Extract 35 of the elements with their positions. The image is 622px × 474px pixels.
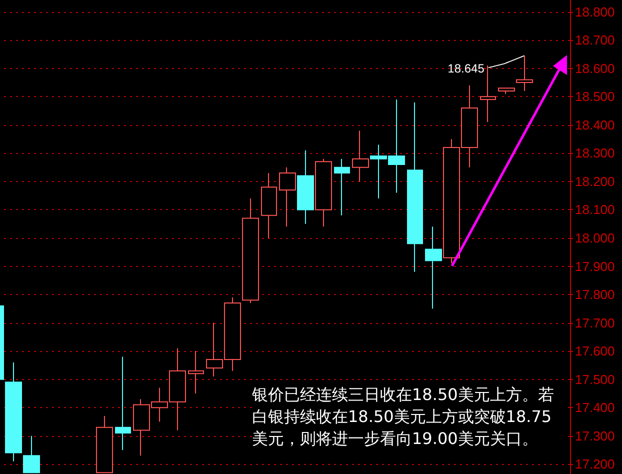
candlestick — [296, 150, 314, 224]
y-tick-label: 17.400 — [574, 400, 615, 416]
candlestick — [516, 55, 533, 92]
y-tick-label: 18.500 — [574, 89, 615, 104]
candlestick — [22, 435, 40, 474]
y-tick-label: 18.300 — [574, 146, 615, 161]
y-tick-label: 17.900 — [574, 258, 615, 274]
candlestick — [260, 172, 277, 238]
y-tick-label: 17.300 — [574, 428, 615, 444]
candlestick — [406, 102, 423, 272]
candlestick — [188, 350, 204, 394]
candlestick — [96, 416, 113, 474]
y-tick-label: 17.800 — [574, 287, 615, 302]
candlestick — [242, 198, 259, 304]
candlestick — [352, 130, 369, 182]
candlestick — [4, 362, 22, 462]
y-tick-label: 18.200 — [574, 174, 615, 189]
annotation: 银价已经连续三日收在18.50美元上方。若白银持续收在18.50美元上方或突破18.75美元，则将进一步看向19.00美元关口。 — [252, 384, 564, 450]
annotation: 18.645 — [448, 62, 485, 76]
candlestick — [424, 226, 442, 310]
candlestick — [114, 356, 131, 450]
y-tick-label: 18.100 — [574, 202, 615, 218]
y-tick-label: 18.000 — [574, 230, 615, 246]
candlestick — [314, 158, 332, 228]
candlestick — [498, 88, 515, 94]
y-tick-label: 17.200 — [574, 456, 615, 472]
y-tick-label: 18.700 — [574, 32, 615, 48]
y-tick-label: 18.600 — [574, 60, 615, 76]
y-tick-label: 18.400 — [574, 117, 615, 132]
y-tick-label: 17.500 — [574, 372, 615, 387]
y-tick-label: 17.700 — [574, 315, 615, 330]
y-tick-label: 17.600 — [574, 344, 615, 359]
candlestick — [278, 166, 296, 228]
y-tick-label: 18.800 — [574, 4, 615, 20]
candlestick — [334, 158, 350, 216]
